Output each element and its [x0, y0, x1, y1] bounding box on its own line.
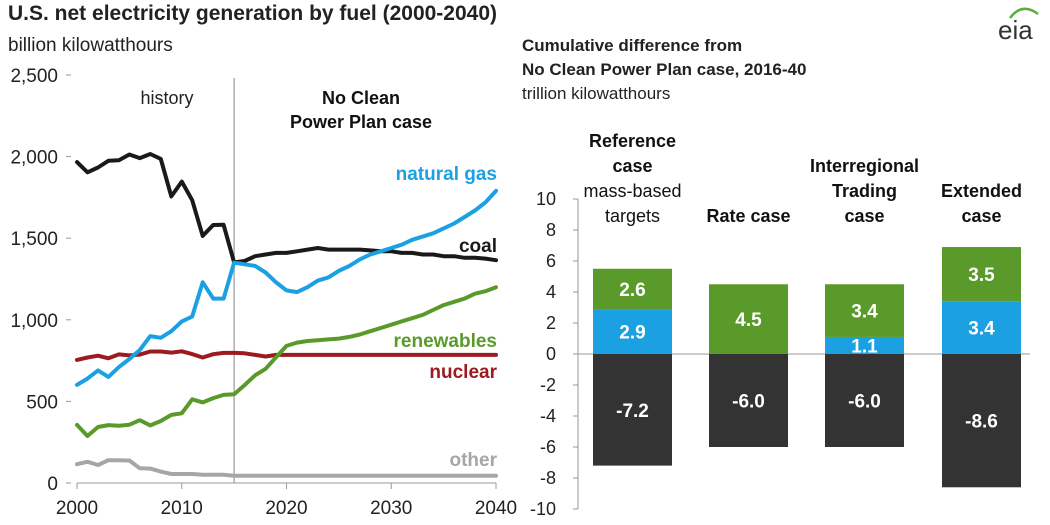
- bar-chart-title: Cumulative difference from No Clean Powe…: [522, 34, 806, 82]
- coal-label: coal: [459, 236, 497, 257]
- logo-text: eia: [998, 15, 1033, 45]
- line-chart-axes: 0 500 1,000 1,500 2,000 2,500 2000 2010 2020 2030…: [10, 66, 517, 519]
- chart-title: U.S. net electricity generation by fuel …: [8, 2, 498, 25]
- nuclear-line: [75, 349, 498, 362]
- y-tick-label: 0: [47, 474, 58, 495]
- natural-gas-label: natural gas: [396, 164, 497, 185]
- chart-units: billion kilowatthours: [8, 35, 173, 56]
- x-tick-label: 2030: [370, 498, 412, 519]
- other-label: other: [450, 450, 498, 471]
- other-line: [75, 458, 498, 478]
- nuclear-label: nuclear: [429, 362, 497, 383]
- eia-logo: eia: [998, 7, 1039, 45]
- history-label: history: [140, 88, 193, 108]
- natural-gas-line: [75, 188, 498, 387]
- line-series-group: [75, 152, 498, 478]
- logo-arc-icon: [1009, 7, 1039, 19]
- x-tick-label: 2000: [56, 498, 98, 519]
- y-tick-label: 2,000: [10, 148, 58, 169]
- bar-chart-units: trillion kilowatthours: [522, 84, 671, 103]
- x-tick-label: 2020: [265, 498, 307, 519]
- x-tick-label: 2040: [475, 498, 517, 519]
- y-tick-label: 2,500: [10, 66, 58, 87]
- bar-chart-title-line1: Cumulative difference from: [522, 36, 743, 55]
- bar-chart-title-line2: No Clean Power Plan case, 2016-40: [522, 60, 807, 79]
- projection-label-line1: No Clean: [322, 88, 400, 108]
- coal-line: [75, 152, 498, 265]
- y-tick-label: 500: [26, 392, 58, 413]
- renewables-line: [75, 285, 498, 438]
- y-tick-label: 1,000: [10, 311, 58, 332]
- x-tick-label: 2010: [161, 498, 203, 519]
- renewables-label: renewables: [394, 331, 498, 352]
- projection-label-line2: Power Plan case: [290, 112, 432, 132]
- y-tick-label: 1,500: [10, 229, 58, 250]
